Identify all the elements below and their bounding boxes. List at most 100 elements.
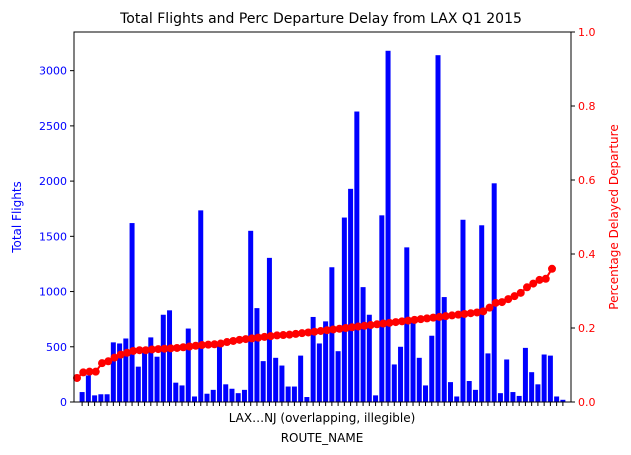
bar (423, 385, 429, 402)
delay-point (204, 340, 213, 349)
plot-frame (73, 31, 572, 403)
delay-point (291, 329, 300, 338)
bar (223, 384, 229, 402)
delay-point (79, 368, 88, 377)
left-tick-label: 2000 (39, 175, 67, 188)
delay-point (141, 346, 150, 355)
bar (541, 354, 547, 402)
bar (185, 328, 191, 402)
delay-point (348, 323, 356, 332)
delay-line-layer (73, 264, 556, 382)
delay-point (304, 328, 313, 337)
delay-point (73, 373, 81, 382)
delay-point (185, 342, 194, 351)
bar (285, 386, 291, 402)
bar (373, 395, 379, 402)
delay-point (454, 310, 463, 319)
delay-point (373, 320, 381, 329)
delay-point (535, 275, 544, 284)
delay-point (260, 332, 269, 341)
bar (123, 338, 129, 402)
delay-point (235, 335, 244, 344)
bar (454, 396, 460, 402)
delay-point (541, 274, 550, 283)
delay-point (329, 325, 338, 334)
delay-point (191, 341, 200, 350)
delay-point (448, 311, 456, 320)
delay-point (279, 331, 288, 340)
delay-point (360, 321, 369, 330)
delay-point (285, 330, 294, 339)
delay-point (148, 345, 156, 354)
bar (298, 355, 304, 402)
bar (504, 359, 510, 402)
left-tick-label: 500 (46, 341, 67, 354)
delay-point (429, 313, 438, 322)
bar (198, 210, 204, 402)
bar (85, 375, 91, 402)
bar (279, 365, 285, 402)
bar (416, 357, 422, 402)
left-tick-label: 2500 (39, 120, 67, 133)
x-axis (81, 402, 564, 406)
right-tick-label: 0.6 (578, 174, 596, 187)
bar (117, 343, 123, 402)
delay-point (410, 315, 419, 324)
delay-point (516, 288, 525, 297)
bar (466, 381, 472, 402)
bar (522, 347, 528, 402)
bar (385, 50, 391, 402)
bar (104, 394, 110, 402)
bar (329, 267, 335, 402)
bar (341, 217, 347, 402)
delay-point (91, 367, 100, 376)
delay-point (491, 298, 500, 307)
delay-point (479, 307, 488, 316)
delay-point (241, 335, 250, 344)
bar (291, 386, 297, 402)
x-tick-labels-overlap: LAX…NJ (overlapping, illegible) (229, 411, 416, 425)
delay-point (498, 298, 506, 307)
bar (304, 397, 310, 402)
bar (79, 392, 85, 402)
bar (554, 396, 560, 402)
delay-point (310, 327, 319, 336)
delay-point (441, 312, 450, 321)
delay-point (254, 333, 263, 342)
bar (348, 188, 354, 402)
right-tick-label: 1.0 (578, 26, 596, 39)
bar (204, 393, 210, 402)
delay-point (404, 316, 413, 325)
bar (323, 321, 329, 402)
bar (472, 389, 478, 402)
delay-point (485, 303, 494, 312)
delay-point (173, 343, 181, 352)
delay-point (423, 314, 431, 323)
bar (135, 366, 141, 402)
delay-point (379, 319, 388, 328)
bar (273, 357, 279, 402)
x-axis-label: ROUTE_NAME (281, 431, 364, 445)
bar (485, 353, 491, 402)
bar (448, 382, 453, 402)
bar (379, 215, 385, 402)
right-axis-label: Percentage Delayed Departure (607, 124, 621, 309)
right-axis: 0.0 0.2 0.4 0.6 0.8 1.0 (571, 26, 596, 409)
delay-point (135, 346, 144, 355)
bar (404, 247, 410, 402)
delay-point (166, 344, 175, 353)
right-tick-label: 0.0 (578, 396, 596, 409)
delay-point (354, 322, 363, 331)
bar (435, 55, 441, 402)
right-tick-label: 0.2 (578, 322, 596, 335)
delay-point (198, 341, 206, 350)
left-tick-label: 1500 (39, 230, 67, 243)
delay-point (223, 338, 231, 347)
bar (210, 389, 216, 402)
right-tick-label: 0.8 (578, 100, 596, 113)
bar (110, 342, 116, 402)
delay-point (298, 329, 306, 338)
delay-point (316, 326, 325, 335)
bar (366, 314, 372, 402)
